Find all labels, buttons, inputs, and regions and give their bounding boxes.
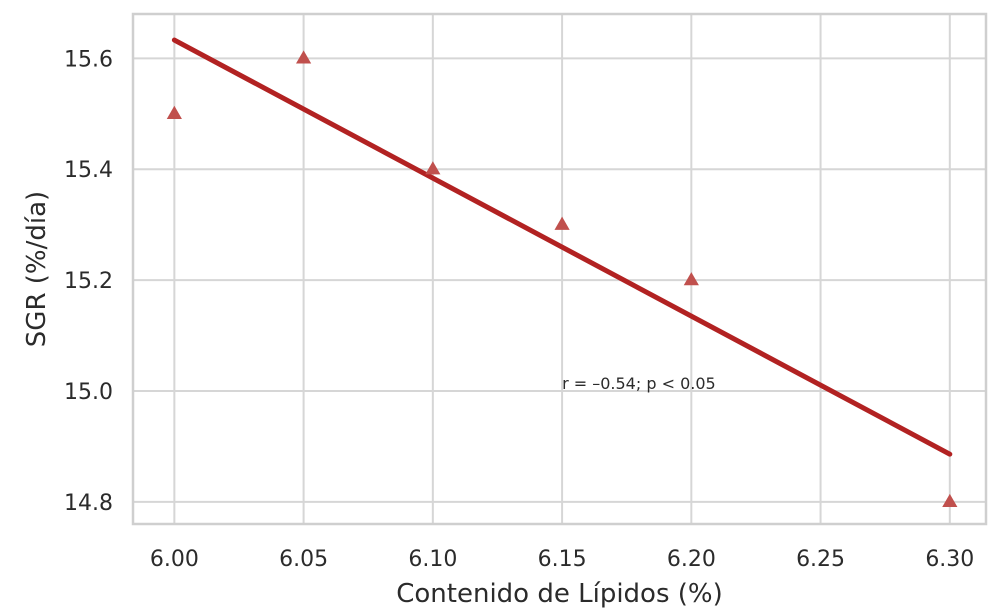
y-axis-label: SGR (%/día) — [22, 191, 52, 347]
x-axis-label: Contenido de Lípidos (%) — [396, 579, 723, 609]
x-tick-label: 6.30 — [925, 547, 974, 572]
y-tick-label: 15.0 — [64, 380, 113, 405]
x-tick-label: 6.00 — [150, 547, 199, 572]
data-points — [166, 50, 958, 508]
data-point — [554, 216, 570, 230]
data-point — [296, 50, 312, 64]
grid — [133, 14, 986, 524]
y-tick-label: 14.8 — [64, 491, 113, 516]
x-tick-label: 6.20 — [667, 547, 716, 572]
y-tick-label: 15.6 — [64, 47, 113, 72]
x-tick-label: 6.15 — [538, 547, 587, 572]
data-point — [942, 493, 958, 508]
data-point — [166, 105, 182, 119]
regression-line — [171, 37, 953, 457]
regression-line-layer — [171, 37, 953, 457]
plot-frame — [131, 12, 988, 526]
data-point — [425, 161, 441, 175]
x-tick-label: 6.10 — [408, 547, 457, 572]
x-tick-label: 6.05 — [279, 547, 328, 572]
x-tick-label: 6.25 — [796, 547, 845, 572]
correlation-annotation: r = –0.54; p < 0.05 — [562, 374, 716, 393]
data-point — [683, 272, 699, 286]
y-tick-label: 15.4 — [64, 158, 113, 183]
y-tick-label: 15.2 — [64, 269, 113, 294]
plot-border — [131, 12, 988, 526]
tick-labels: 6.00 6.05 6.10 6.15 6.20 6.25 6.30 14.8 15.0 15.2… — [64, 47, 974, 572]
